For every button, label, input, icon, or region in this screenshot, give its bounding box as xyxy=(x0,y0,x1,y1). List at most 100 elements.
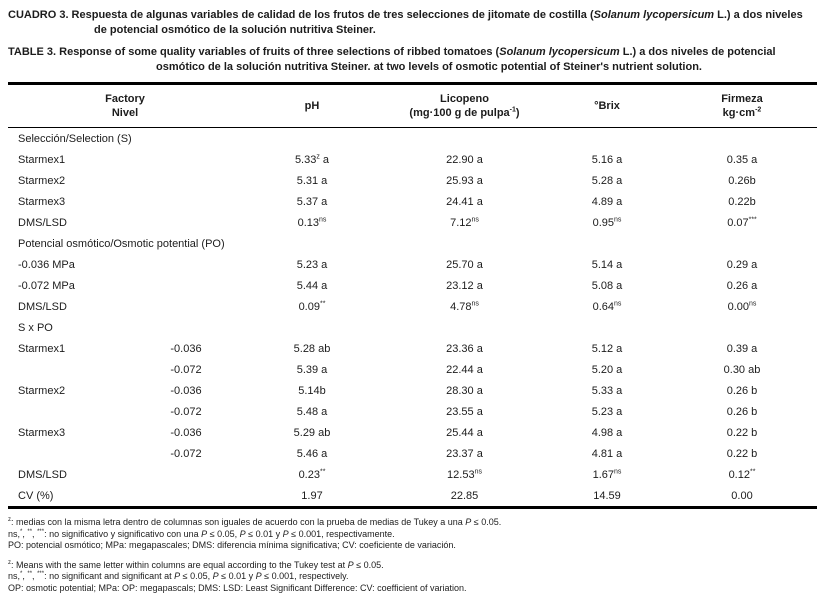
row-sublevel: -0.036 xyxy=(130,380,242,401)
value-cell: 25.93 a xyxy=(382,170,547,191)
value-cell: 5.16 a xyxy=(547,149,667,170)
value-cell: 0.22 b xyxy=(667,443,817,464)
footnote-line: OP: osmotic potential; MPa: OP: megapasc… xyxy=(8,583,817,594)
section-row: Potencial osmótico/Osmotic potential (PO… xyxy=(8,233,817,254)
row-label xyxy=(8,443,130,464)
value-cell: 0.35 a xyxy=(667,149,817,170)
row-label: DMS/LSD xyxy=(8,296,130,317)
value-cell: 5.31 a xyxy=(242,170,382,191)
row-label: Starmex2 xyxy=(8,170,130,191)
value-cell: 5.37 a xyxy=(242,191,382,212)
value-cell: 23.37 a xyxy=(382,443,547,464)
row-sublevel: -0.072 xyxy=(130,401,242,422)
value-cell: 4.89 a xyxy=(547,191,667,212)
row-sublevel: -0.036 xyxy=(130,338,242,359)
row-label xyxy=(8,401,130,422)
value-cell: 14.59 xyxy=(547,485,667,508)
value-cell: 5.14b xyxy=(242,380,382,401)
row-sublevel xyxy=(130,275,242,296)
section-label: S x PO xyxy=(8,317,817,338)
row-label: CV (%) xyxy=(8,485,130,508)
row-sublevel xyxy=(130,254,242,275)
value-cell: 0.09** xyxy=(242,296,382,317)
value-cell: 0.07*** xyxy=(667,212,817,233)
value-cell: 0.12** xyxy=(667,464,817,485)
footnote-line: PO: potencial osmótico; MPa: megapascale… xyxy=(8,540,817,552)
footnotes-english: z: Means with the same letter within col… xyxy=(8,560,817,594)
value-cell: 0.00 xyxy=(667,485,817,508)
footnote-line: z: medias con la misma letra dentro de c… xyxy=(8,517,817,529)
value-cell: 0.26 b xyxy=(667,380,817,401)
row-sublevel xyxy=(130,191,242,212)
value-cell: 0.95ns xyxy=(547,212,667,233)
value-cell: 0.26 b xyxy=(667,401,817,422)
footnote-line: ns,*, **, ***: no significativo y signif… xyxy=(8,529,817,541)
value-cell: 0.22 b xyxy=(667,422,817,443)
column-header-licopeno: Licopeno(mg·100 g de pulpa-1) xyxy=(382,84,547,128)
value-cell: 0.39 a xyxy=(667,338,817,359)
footnote-line: ns,*, **, ***: no significant and signif… xyxy=(8,571,817,583)
value-cell: 0.64ns xyxy=(547,296,667,317)
value-cell: 24.41 a xyxy=(382,191,547,212)
value-cell: 5.08 a xyxy=(547,275,667,296)
table-title-spanish: CUADRO 3. Respuesta de algunas variables… xyxy=(8,8,817,38)
value-cell: 5.44 a xyxy=(242,275,382,296)
value-cell: 0.13ns xyxy=(242,212,382,233)
section-row: S x PO xyxy=(8,317,817,338)
value-cell: 5.28 ab xyxy=(242,338,382,359)
row-label: Starmex1 xyxy=(8,149,130,170)
row-sublevel xyxy=(130,464,242,485)
row-label: DMS/LSD xyxy=(8,212,130,233)
value-cell: 25.70 a xyxy=(382,254,547,275)
value-cell: 22.90 a xyxy=(382,149,547,170)
row-sublevel xyxy=(130,212,242,233)
column-header-ph: pH xyxy=(242,84,382,128)
row-label: -0.072 MPa xyxy=(8,275,130,296)
value-cell: 5.48 a xyxy=(242,401,382,422)
row-label: Starmex3 xyxy=(8,191,130,212)
value-cell: 12.53ns xyxy=(382,464,547,485)
value-cell: 23.55 a xyxy=(382,401,547,422)
row-label: -0.036 MPa xyxy=(8,254,130,275)
value-cell: 0.23** xyxy=(242,464,382,485)
value-cell: 23.12 a xyxy=(382,275,547,296)
value-cell: 5.23 a xyxy=(547,401,667,422)
value-cell: 5.28 a xyxy=(547,170,667,191)
row-sublevel xyxy=(130,170,242,191)
value-cell: 5.23 a xyxy=(242,254,382,275)
value-cell: 1.67ns xyxy=(547,464,667,485)
column-header-brix: °Brix xyxy=(547,84,667,128)
value-cell: 5.20 a xyxy=(547,359,667,380)
value-cell: 5.39 a xyxy=(242,359,382,380)
footnote-line: z: Means with the same letter within col… xyxy=(8,560,817,572)
value-cell: 22.85 xyxy=(382,485,547,508)
row-label: Starmex2 xyxy=(8,380,130,401)
row-sublevel: -0.072 xyxy=(130,443,242,464)
value-cell: 0.29 a xyxy=(667,254,817,275)
value-cell: 5.12 a xyxy=(547,338,667,359)
value-cell: 23.36 a xyxy=(382,338,547,359)
section-label: Selección/Selection (S) xyxy=(8,128,817,150)
value-cell: 22.44 a xyxy=(382,359,547,380)
row-sublevel xyxy=(130,296,242,317)
value-cell: 0.00ns xyxy=(667,296,817,317)
value-cell: 4.81 a xyxy=(547,443,667,464)
row-sublevel xyxy=(130,149,242,170)
